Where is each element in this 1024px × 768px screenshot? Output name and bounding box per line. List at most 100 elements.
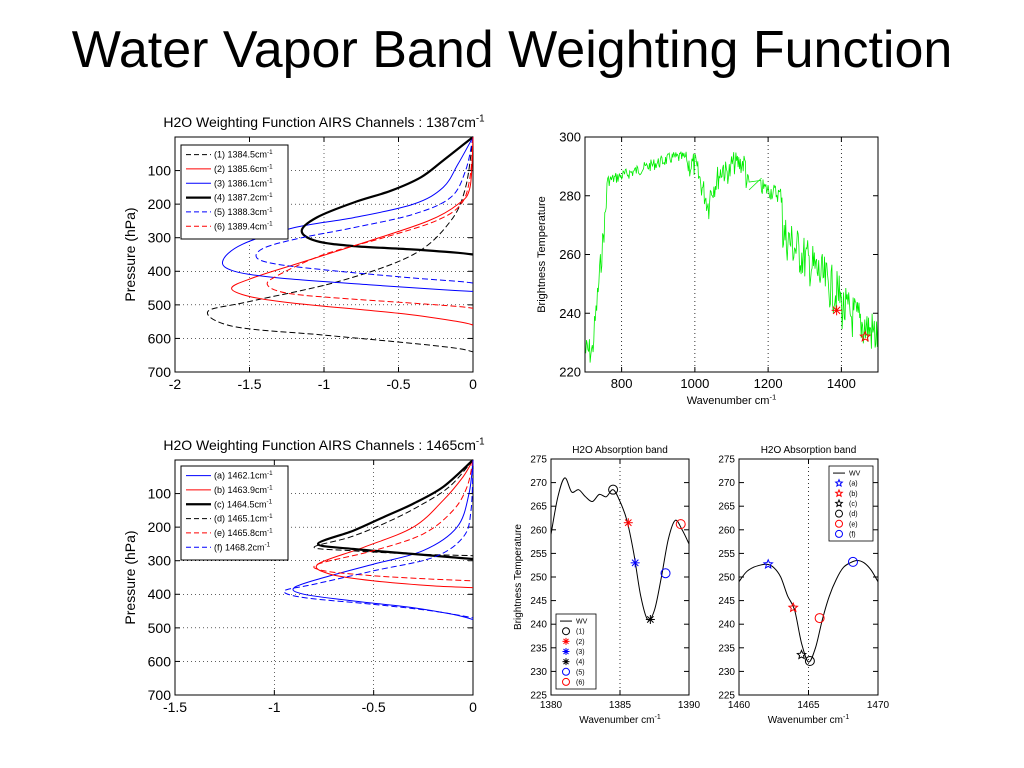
channel-marker bbox=[859, 330, 872, 342]
legend-label: (d) 1465.1cm-1 bbox=[214, 513, 273, 524]
chart-title-superscript: -1 bbox=[476, 436, 485, 447]
chart-title-superscript: -1 bbox=[476, 113, 485, 124]
series-line bbox=[292, 459, 474, 620]
legend-swatch-stroke bbox=[563, 638, 569, 645]
legend-swatch bbox=[562, 627, 570, 636]
legend-label: (d) bbox=[849, 511, 858, 518]
legend-swatch bbox=[834, 478, 844, 488]
legend-label: (5) bbox=[576, 669, 585, 676]
legend-label-superscript: -1 bbox=[267, 513, 273, 520]
legend-swatch-circle bbox=[835, 529, 843, 538]
x-tick-label: -1 bbox=[268, 699, 281, 715]
legend-swatch-stroke bbox=[563, 658, 569, 665]
legend-label-superscript: -1 bbox=[267, 470, 273, 477]
legend-swatch-star bbox=[834, 498, 844, 508]
y-axis-label: Pressure (hPa) bbox=[122, 530, 138, 624]
chart-spectrum: 800 1000 1200 1400 220 240 260 280 300 Wavenumber… bbox=[536, 130, 879, 407]
x-tick-label: 1385 bbox=[609, 700, 632, 711]
legend-label: (2) bbox=[576, 639, 585, 646]
slide-title: Water Vapor Band Weighting Function bbox=[71, 21, 953, 79]
x-tick-label: -1.5 bbox=[237, 376, 261, 392]
legend-label: (3) bbox=[576, 649, 585, 656]
channel-marker bbox=[675, 519, 686, 530]
x-tick-label: 1400 bbox=[827, 376, 856, 391]
plot-frame bbox=[584, 136, 879, 373]
y-tick-label: 235 bbox=[718, 643, 735, 654]
y-tick-label: 500 bbox=[148, 620, 172, 636]
chart-wf2: -1.5 -1 -0.5 0 100 200 300 400 500 600 700 H2O Weig… bbox=[122, 436, 485, 715]
legend-label: (a) bbox=[849, 481, 858, 488]
channel-marker-circle bbox=[675, 519, 686, 530]
legend-label: (3) 1386.1cm-1 bbox=[214, 178, 273, 189]
legend-swatch bbox=[835, 509, 843, 518]
y-tick-label: 240 bbox=[530, 620, 547, 631]
y-tick-label: 240 bbox=[559, 306, 581, 321]
series-line bbox=[313, 459, 474, 557]
legend-swatch-circle bbox=[835, 519, 843, 528]
legend-label-superscript: -1 bbox=[267, 206, 273, 213]
x-tick-label: 0 bbox=[469, 699, 477, 715]
channel-marker-circle bbox=[847, 556, 858, 567]
channel-marker-circle bbox=[660, 568, 671, 579]
legend-swatch bbox=[562, 677, 570, 686]
legend-label: (6) 1389.4cm-1 bbox=[214, 221, 273, 232]
series-line bbox=[283, 459, 474, 619]
y-tick-label: 260 bbox=[718, 525, 735, 536]
channel-marker bbox=[796, 649, 808, 660]
y-tick-label: 240 bbox=[718, 620, 735, 631]
legend-label: (4) 1387.2cm-1 bbox=[214, 192, 273, 203]
y-tick-label: 600 bbox=[148, 330, 172, 346]
y-tick-label: 265 bbox=[718, 502, 735, 513]
y-tick-label: 400 bbox=[148, 586, 172, 602]
x-tick-label: -1 bbox=[318, 376, 331, 392]
legend-swatch bbox=[835, 529, 843, 538]
legend-label-superscript: -1 bbox=[265, 542, 271, 549]
y-tick-label: 700 bbox=[148, 687, 172, 703]
x-tick-label: 0 bbox=[469, 376, 477, 392]
y-tick-label: 270 bbox=[530, 478, 547, 489]
legend-label-superscript: -1 bbox=[267, 484, 273, 491]
legend-label: (f) 1468.2cm-1 bbox=[214, 542, 271, 553]
channel-marker bbox=[762, 558, 774, 569]
y-tick-label: 255 bbox=[718, 549, 735, 560]
y-tick-label: 260 bbox=[559, 247, 581, 262]
legend-swatch-circle bbox=[562, 677, 570, 686]
y-tick-label: 225 bbox=[530, 691, 547, 702]
y-tick-label: 700 bbox=[148, 364, 172, 380]
channel-marker-stroke bbox=[832, 306, 841, 315]
y-tick-label: 265 bbox=[530, 502, 547, 513]
x-tick-label: 1470 bbox=[867, 700, 890, 711]
x-tick-label: 1460 bbox=[728, 700, 751, 711]
legend-swatch-circle bbox=[835, 509, 843, 518]
chart-title: H2O Absorption band bbox=[761, 445, 857, 456]
channel-marker-star bbox=[859, 330, 872, 342]
legend-label: (e) bbox=[849, 521, 858, 528]
y-axis-label: Pressure (hPa) bbox=[122, 207, 138, 301]
legend-label: (c) 1464.5cm-1 bbox=[214, 499, 273, 510]
legend-swatch bbox=[562, 637, 570, 645]
legend-label-superscript: -1 bbox=[267, 221, 273, 228]
channel-marker-circle bbox=[804, 656, 815, 667]
y-tick-label: 280 bbox=[559, 188, 581, 203]
legend-box bbox=[180, 465, 289, 561]
legend-label: (4) bbox=[576, 659, 585, 666]
legend-label-superscript: -1 bbox=[267, 192, 273, 199]
chart-abs2: 1460 1465 1470 225 230 235 240 245 250 255 260 265 2… bbox=[718, 445, 889, 726]
series-line bbox=[313, 459, 474, 582]
series-line bbox=[231, 136, 474, 326]
y-axis-label: Brightness Temperature bbox=[513, 524, 524, 630]
y-tick-label: 220 bbox=[559, 365, 581, 380]
channel-marker bbox=[660, 568, 671, 579]
spectrum-line bbox=[584, 151, 879, 363]
y-tick-label: 100 bbox=[148, 485, 172, 501]
legend-label: (f) bbox=[849, 531, 856, 538]
channel-marker-star bbox=[787, 601, 799, 613]
wv-curve bbox=[738, 559, 879, 663]
legend-swatch bbox=[834, 498, 844, 508]
legend-swatch-star bbox=[834, 488, 844, 498]
legend-swatch-stroke bbox=[563, 648, 569, 655]
series-line bbox=[221, 136, 474, 292]
channel-marker bbox=[814, 613, 825, 624]
legend-label-superscript: -1 bbox=[267, 527, 273, 534]
